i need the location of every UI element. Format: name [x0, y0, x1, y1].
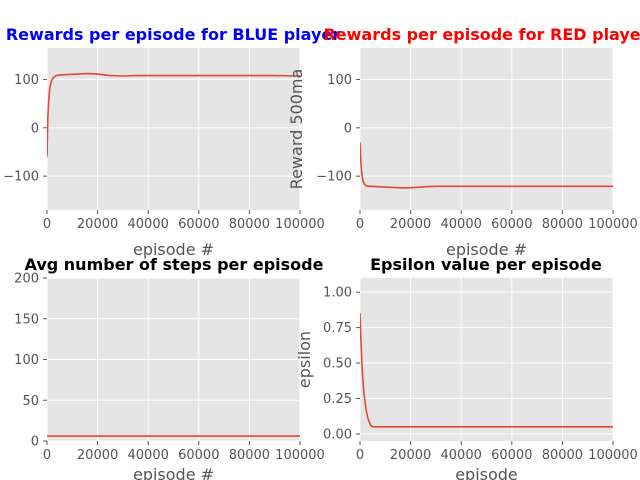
x-tick-label: 60000	[178, 448, 219, 463]
y-axis-label: epsilon	[295, 331, 314, 388]
x-tick-label: 100000	[275, 217, 325, 232]
y-tick-label: 0.25	[323, 392, 352, 407]
y-tick-label: 0	[344, 121, 352, 136]
x-tick-label: 0	[43, 217, 51, 232]
x-tick-label: 20000	[390, 448, 431, 463]
y-tick-label: 150	[14, 312, 39, 327]
x-tick-label: 100000	[588, 448, 638, 463]
x-tick-label: 80000	[542, 448, 583, 463]
x-tick-label: 80000	[229, 217, 270, 232]
y-axis-label: Reward 500ma	[287, 69, 306, 190]
x-tick-label: 80000	[542, 217, 583, 232]
x-tick-label: 20000	[77, 448, 118, 463]
series-line-1	[360, 313, 613, 428]
x-tick-label: 100000	[588, 217, 638, 232]
x-tick-label: 40000	[441, 448, 482, 463]
x-tick-label: 100000	[275, 448, 325, 463]
y-tick-label: 0.75	[323, 321, 352, 336]
x-tick-label: 40000	[128, 448, 169, 463]
y-tick-label: 50	[22, 394, 39, 409]
y-tick-label: 0.50	[323, 357, 352, 372]
chart-title: Epsilon value per episode	[370, 255, 602, 274]
x-tick-label: 0	[356, 217, 364, 232]
y-tick-label: 100	[327, 73, 352, 88]
series-line-1	[47, 72, 300, 157]
x-tick-label: 0	[43, 448, 51, 463]
x-tick-label: 40000	[441, 217, 482, 232]
x-tick-label: 60000	[491, 448, 532, 463]
y-tick-label: 0.00	[323, 427, 352, 442]
x-axis-label: episode #	[446, 240, 527, 259]
y-tick-label: −100	[3, 170, 39, 185]
series-line-1	[360, 142, 613, 189]
y-tick-label: −100	[316, 170, 352, 185]
y-tick-label: 0	[31, 121, 39, 136]
x-axis-label: episode #	[133, 465, 214, 480]
chart-title: Rewards per episode for BLUE player	[6, 25, 340, 44]
x-tick-label: 60000	[178, 217, 219, 232]
subplot-2: 0 20000 40000 60000 80000 100000 −100 0 100 Rewar…	[287, 25, 640, 259]
plot-background	[47, 48, 300, 210]
subplot-3: 0 20000 40000 60000 80000 100000 0 50 100 150 200A…	[14, 255, 325, 480]
y-tick-label: 1.00	[323, 286, 352, 301]
x-axis-label: episode	[455, 465, 518, 480]
subplot-1: 0 20000 40000 60000 80000 100000 −100 0 100 Rewar…	[3, 25, 340, 259]
y-tick-label: 0	[31, 435, 39, 450]
x-tick-label: 20000	[390, 217, 431, 232]
x-axis-label: episode #	[133, 240, 214, 259]
y-tick-label: 200	[14, 272, 39, 287]
plot-background	[360, 278, 613, 441]
x-tick-label: 60000	[491, 217, 532, 232]
x-tick-label: 80000	[229, 448, 270, 463]
y-tick-label: 100	[14, 353, 39, 368]
chart-title: Avg number of steps per episode	[25, 255, 324, 274]
chart-title: Rewards per episode for RED player	[323, 25, 640, 44]
subplot-4: 0 20000 40000 60000 80000 100000 0.00 0.25 0.50 0…	[295, 255, 638, 480]
x-tick-label: 0	[356, 448, 364, 463]
x-tick-label: 20000	[77, 217, 118, 232]
plot-background	[360, 48, 613, 210]
x-tick-label: 40000	[128, 217, 169, 232]
y-tick-label: 100	[14, 73, 39, 88]
